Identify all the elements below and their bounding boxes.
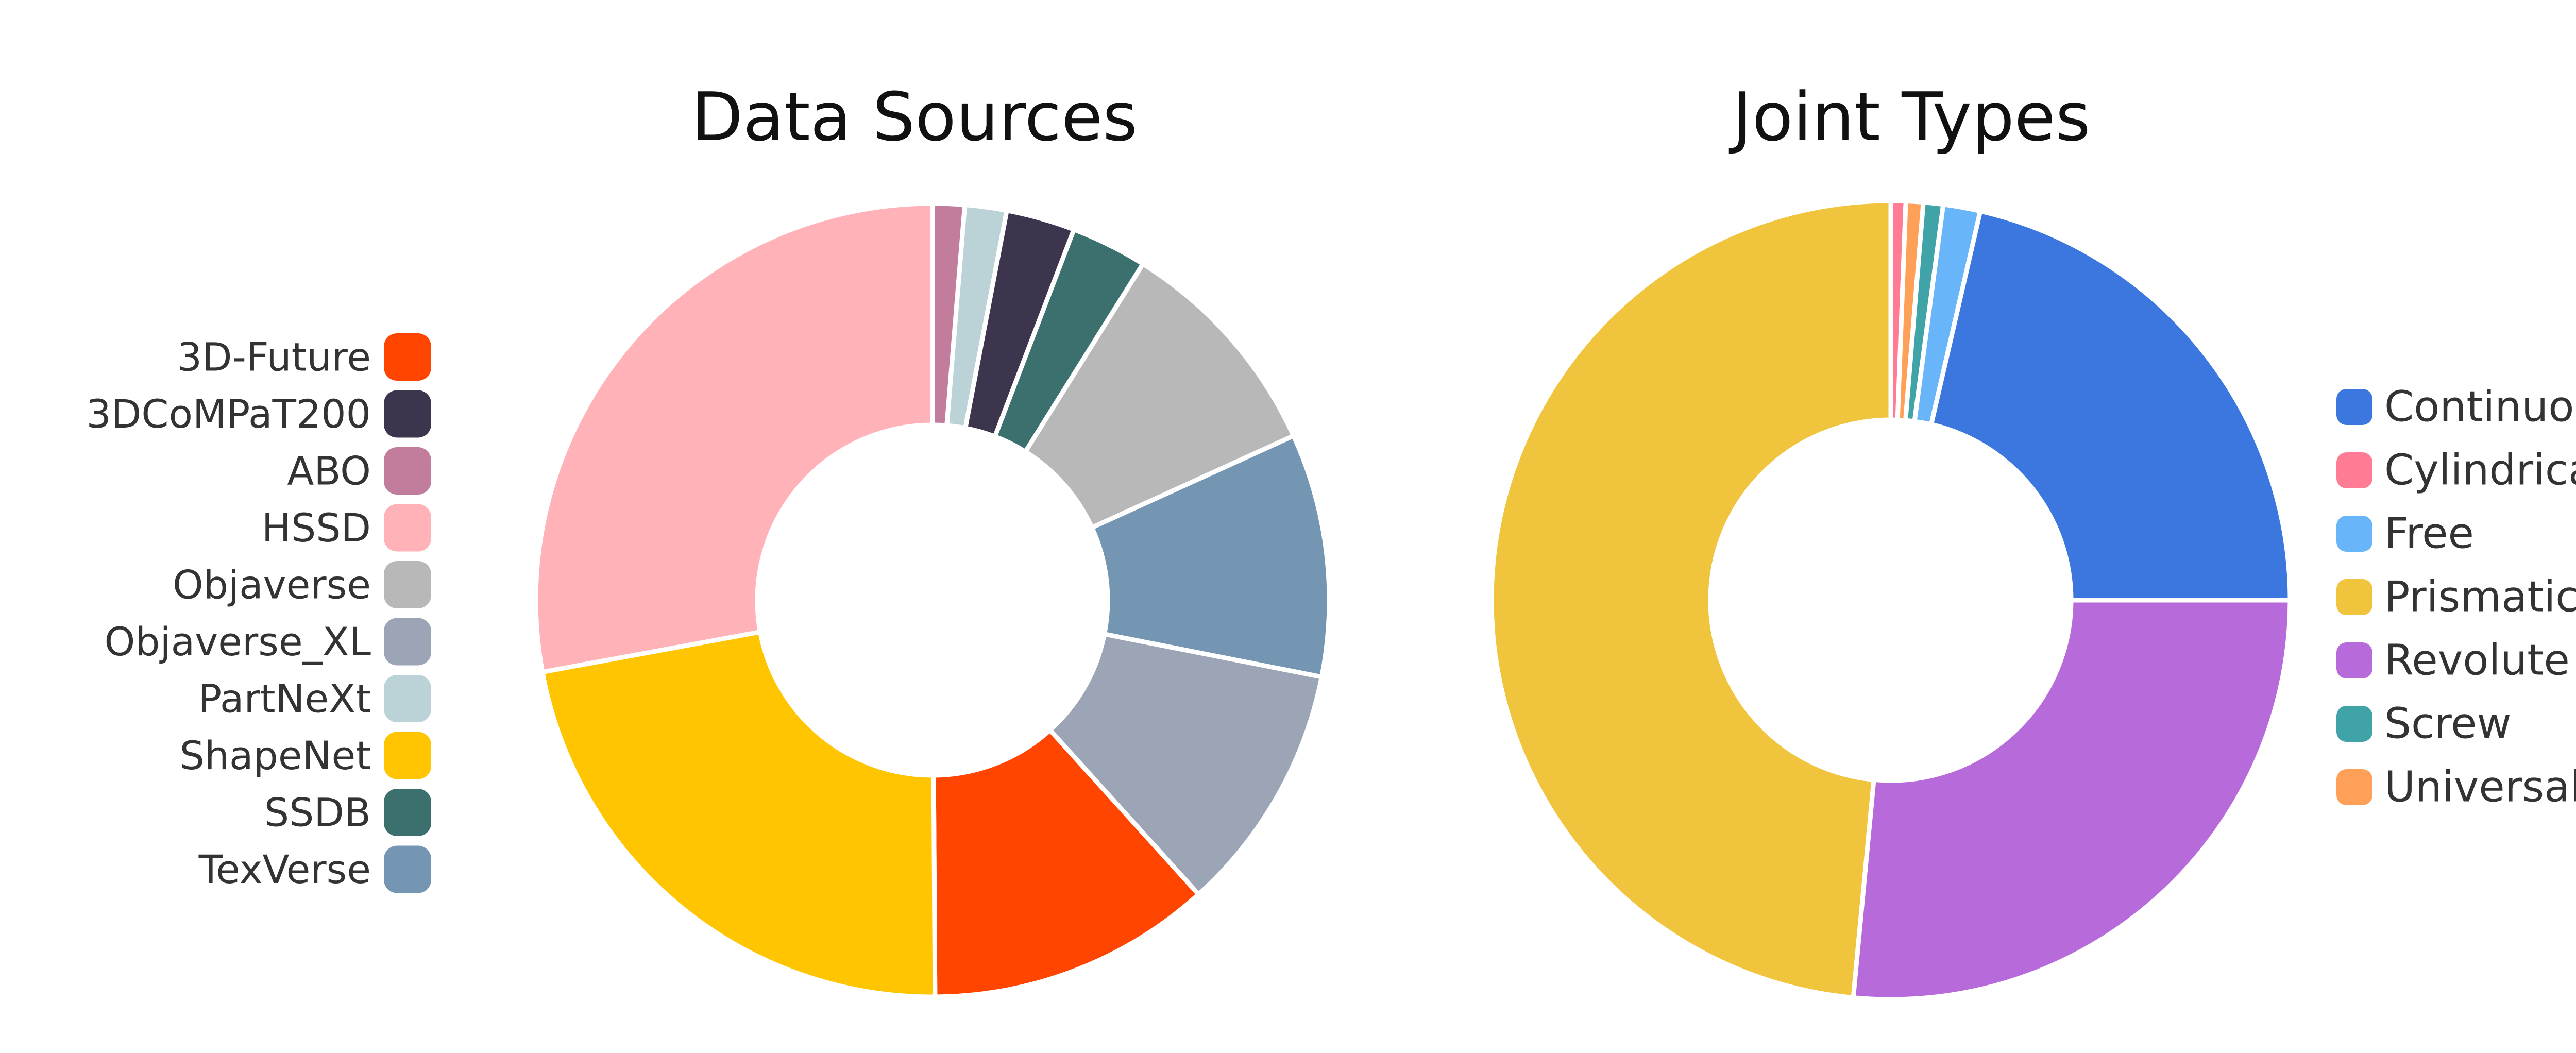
- joint-types-slice-continuous: [1928, 209, 2293, 603]
- joint-types-donut: [1489, 198, 2293, 1002]
- data-sources-slice-hssd: [533, 201, 935, 675]
- joint-types-chart: Joint Types Continuous Cylindrical Free Pri…: [1489, 78, 2576, 1002]
- joint-types-legend-swatch-cylindrical: [2336, 452, 2372, 488]
- data-sources-legend-swatch-3dcompat200: [384, 390, 431, 438]
- data-sources-legend-label-objaverse-xl: Objaverse_XL: [105, 619, 371, 665]
- data-sources-legend-label-3d-future: 3D-Future: [177, 334, 371, 380]
- data-sources-slice-3d-future: [931, 727, 1201, 999]
- data-sources-slice-texverse: [1089, 433, 1332, 680]
- joint-types-legend-swatch-continuous: [2336, 389, 2372, 425]
- data-sources-slice-shapenet: [540, 630, 938, 999]
- data-sources-legend-swatch-objaverse: [384, 561, 431, 608]
- joint-types-legend-label-universal: Universal: [2384, 763, 2576, 812]
- data-sources-legend-swatch-partnext: [384, 675, 431, 722]
- joint-types-legend-label-free: Free: [2384, 509, 2474, 558]
- data-sources-legend-label-hssd: HSSD: [262, 505, 371, 551]
- data-sources-legend-swatch-ssdb: [384, 789, 431, 836]
- data-sources-donut: [533, 201, 1332, 999]
- data-sources-slice-objaverse-xl: [1047, 632, 1324, 897]
- joint-types-slice-revolute: [1851, 598, 2293, 1002]
- joint-types-slice-prismatic: [1489, 198, 1893, 1000]
- joint-types-legend-swatch-prismatic: [2336, 579, 2372, 615]
- data-sources-legend: 3D-Future 3DCoMPaT200 ABO HSSD Objaverse Obja…: [87, 333, 431, 893]
- data-sources-legend-swatch-3d-future: [384, 333, 431, 381]
- data-sources-legend-swatch-texverse: [384, 845, 431, 893]
- data-sources-title: Data Sources: [691, 78, 1138, 156]
- joint-types-legend-label-continuous: Continuous: [2384, 383, 2576, 432]
- data-sources-legend-label-ssdb: SSDB: [264, 790, 371, 836]
- data-sources-chart: Data Sources 3D-Future 3DCoMPaT200 ABO HSSD…: [87, 78, 1332, 999]
- data-sources-legend-swatch-objaverse-xl: [384, 618, 431, 666]
- data-sources-legend-swatch-shapenet: [384, 732, 431, 779]
- data-sources-legend-label-shapenet: ShapeNet: [180, 733, 371, 778]
- data-sources-legend-swatch-abo: [384, 447, 431, 495]
- joint-types-legend-label-revolute: Revolute: [2384, 636, 2570, 685]
- data-sources-legend-label-partnext: PartNeXt: [198, 676, 371, 722]
- joint-types-legend-label-cylindrical: Cylindrical: [2384, 446, 2576, 495]
- data-sources-legend-label-abo: ABO: [287, 448, 371, 494]
- joint-types-legend: Continuous Cylindrical Free Prismatic Revolu…: [2336, 383, 2576, 812]
- joint-types-legend-swatch-universal: [2336, 769, 2372, 805]
- data-sources-slice-objaverse: [1023, 261, 1296, 530]
- joint-types-legend-label-screw: Screw: [2384, 700, 2512, 749]
- joint-types-legend-swatch-revolute: [2336, 642, 2372, 678]
- joint-types-legend-label-prismatic: Prismatic: [2384, 573, 2576, 622]
- data-sources-legend-swatch-hssd: [384, 504, 431, 552]
- joint-types-legend-swatch-screw: [2336, 706, 2372, 742]
- data-sources-legend-label-texverse: TexVerse: [198, 846, 371, 892]
- data-sources-legend-label-objaverse: Objaverse: [173, 562, 371, 608]
- joint-types-legend-swatch-free: [2336, 516, 2372, 552]
- data-sources-legend-label-3dcompat200: 3DCoMPaT200: [87, 391, 371, 437]
- joint-types-title: Joint Types: [1728, 78, 2090, 156]
